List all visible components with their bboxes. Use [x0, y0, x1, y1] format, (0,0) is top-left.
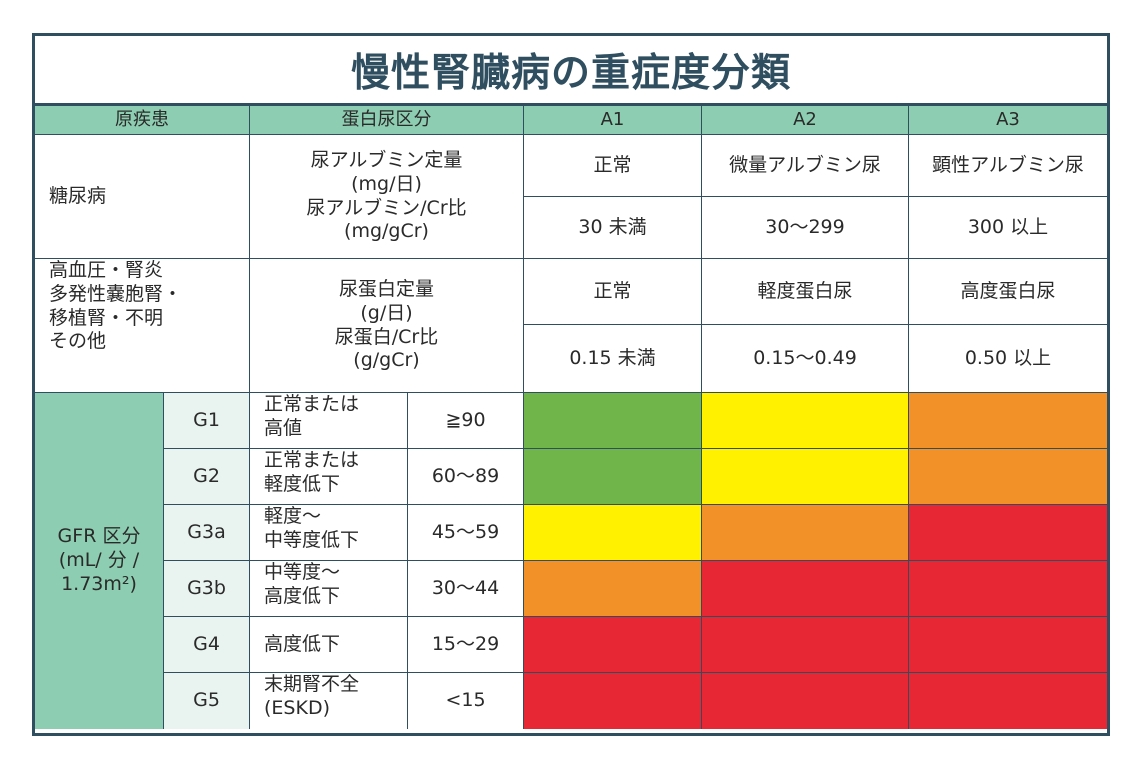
table-frame: 慢性腎臓病の重症度分類 原疾患 蛋白尿区分 A1 A2 A3 糖尿病 尿アルブミ…	[32, 33, 1110, 736]
risk-cell	[702, 449, 909, 505]
gfr-desc: 正常または 軽度低下	[250, 449, 408, 505]
gfr-desc-line: 高値	[264, 416, 303, 439]
diabetes-metric-unit: (mg/gCr)	[344, 220, 429, 243]
risk-cell	[524, 617, 702, 673]
cause-other-line: 多発性嚢胞腎・	[49, 282, 183, 305]
diabetes-metric-line: 尿アルブミン定量	[310, 149, 463, 171]
gfr-grade: G1	[164, 393, 250, 449]
other-a1-range: 0.15 未満	[524, 325, 702, 393]
other-metric-unit: (g/日)	[360, 301, 413, 324]
gfr-desc-line: 軽度低下	[264, 472, 341, 495]
gfr-desc: 高度低下	[250, 617, 408, 673]
diabetes-a3-range: 300 以上	[909, 197, 1107, 259]
page-title: 慢性腎臓病の重症度分類	[35, 36, 1107, 106]
risk-cell	[909, 505, 1107, 561]
other-a3-name: 高度蛋白尿	[909, 259, 1107, 325]
gfr-range: <15	[408, 673, 524, 729]
gfr-range: 45〜59	[408, 505, 524, 561]
gfr-desc: 正常または 高値	[250, 393, 408, 449]
other-a2-name: 軽度蛋白尿	[702, 259, 909, 325]
gfr-label-line: (mL/ 分 /	[58, 549, 140, 572]
gfr-desc-line: 末期腎不全	[264, 673, 360, 695]
risk-cell	[909, 393, 1107, 449]
gfr-desc-line: 高度低下	[264, 584, 341, 607]
header-a3: A3	[909, 106, 1107, 135]
risk-cell	[702, 673, 909, 729]
header-cause: 原疾患	[35, 106, 250, 135]
risk-cell	[909, 673, 1107, 729]
diabetes-metric-unit: (mg/日)	[351, 172, 422, 195]
gfr-desc-line: 正常または	[264, 393, 360, 415]
risk-cell	[524, 505, 702, 561]
gfr-label-line: GFR 区分	[57, 525, 141, 548]
gfr-desc: 中等度〜 高度低下	[250, 561, 408, 617]
other-metric: 尿蛋白定量 (g/日) 尿蛋白/Cr比 (g/gCr)	[250, 259, 524, 393]
other-metric-unit: (g/gCr)	[353, 349, 420, 372]
risk-cell	[909, 449, 1107, 505]
cause-diabetes: 糖尿病	[35, 135, 250, 259]
diabetes-metric-line: 尿アルブミン/Cr比	[306, 196, 467, 219]
diabetes-a2-range: 30〜299	[702, 197, 909, 259]
header-a2: A2	[702, 106, 909, 135]
diabetes-a1-name: 正常	[524, 135, 702, 197]
gfr-desc-line: 正常または	[264, 449, 360, 471]
gfr-desc: 軽度〜 中等度低下	[250, 505, 408, 561]
cause-other-line: 移植腎・不明	[49, 306, 164, 329]
diabetes-a3-name: 顕性アルブミン尿	[909, 135, 1107, 197]
gfr-range: 30〜44	[408, 561, 524, 617]
risk-cell	[702, 393, 909, 449]
diabetes-a1-range: 30 未満	[524, 197, 702, 259]
classification-table: 原疾患 蛋白尿区分 A1 A2 A3 糖尿病 尿アルブミン定量 (mg/日) 尿…	[35, 106, 1107, 733]
header-a1: A1	[524, 106, 702, 135]
gfr-desc-line: 軽度〜	[264, 505, 322, 527]
diabetes-metric: 尿アルブミン定量 (mg/日) 尿アルブミン/Cr比 (mg/gCr)	[250, 135, 524, 259]
other-a1-name: 正常	[524, 259, 702, 325]
risk-cell	[702, 505, 909, 561]
header-protein: 蛋白尿区分	[250, 106, 524, 135]
gfr-desc-line: (ESKD)	[264, 696, 330, 719]
gfr-range: 15〜29	[408, 617, 524, 673]
gfr-grade: G4	[164, 617, 250, 673]
gfr-desc-line: 中等度低下	[264, 528, 360, 551]
gfr-range: ≧90	[408, 393, 524, 449]
risk-cell	[524, 393, 702, 449]
gfr-grade: G5	[164, 673, 250, 729]
other-metric-line: 尿蛋白/Cr比	[334, 325, 439, 348]
cause-other-line: その他	[49, 330, 107, 353]
other-a2-range: 0.15〜0.49	[702, 325, 909, 393]
other-a3-range: 0.50 以上	[909, 325, 1107, 393]
risk-cell	[524, 449, 702, 505]
gfr-desc: 末期腎不全 (ESKD)	[250, 673, 408, 729]
risk-cell	[909, 617, 1107, 673]
gfr-desc-line: 中等度〜	[264, 561, 341, 583]
risk-cell	[702, 561, 909, 617]
other-metric-line: 尿蛋白定量	[338, 278, 434, 300]
gfr-label-line: 1.73m²)	[61, 572, 137, 595]
risk-cell	[702, 617, 909, 673]
cause-other: 高血圧・腎炎 多発性嚢胞腎・ 移植腎・不明 その他	[35, 259, 250, 393]
diabetes-a2-name: 微量アルブミン尿	[702, 135, 909, 197]
gfr-grade: G3a	[164, 505, 250, 561]
risk-cell	[524, 673, 702, 729]
gfr-grade: G2	[164, 449, 250, 505]
cause-other-line: 高血圧・腎炎	[49, 259, 164, 281]
risk-cell	[524, 561, 702, 617]
risk-cell	[909, 561, 1107, 617]
gfr-label: GFR 区分 (mL/ 分 / 1.73m²)	[35, 393, 164, 729]
gfr-grade: G3b	[164, 561, 250, 617]
gfr-range: 60〜89	[408, 449, 524, 505]
